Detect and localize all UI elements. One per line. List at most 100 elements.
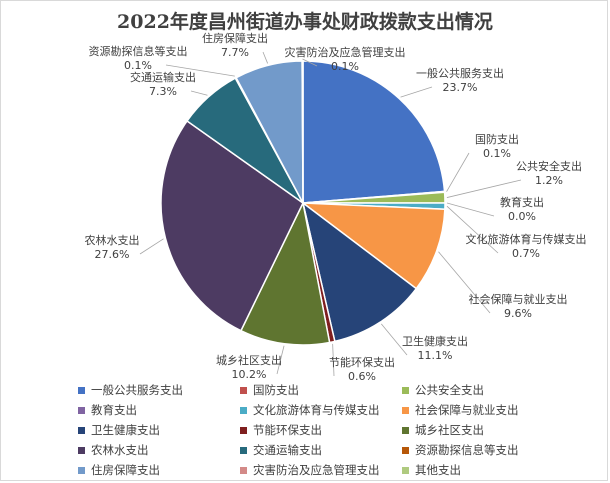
legend-label: 卫生健康支出 — [91, 423, 160, 437]
legend-swatch — [78, 466, 85, 474]
leader-line — [139, 238, 164, 255]
slice-value-label: 0.1% — [483, 147, 511, 160]
leader-line — [446, 202, 495, 217]
legend-swatch — [78, 406, 85, 414]
leader-line — [400, 86, 433, 98]
legend-swatch — [402, 446, 409, 454]
slice-value-label: 0.1% — [124, 59, 152, 72]
legend-label: 国防支出 — [253, 383, 299, 397]
leader-line — [276, 345, 285, 375]
legend-item: 城乡社区支出 — [402, 422, 564, 438]
legend-label: 节能环保支出 — [253, 423, 322, 437]
slice-value-label: 0.0% — [508, 210, 536, 223]
legend-item: 卫生健康支出 — [78, 422, 240, 438]
legend-swatch — [240, 466, 247, 474]
slice-value-label: 7.3% — [149, 85, 177, 98]
slice-label: 节能环保支出 — [329, 355, 395, 369]
slice-label: 教育支出 — [500, 195, 544, 209]
slice-label: 城乡社区支出 — [216, 353, 282, 367]
legend-swatch — [402, 406, 409, 414]
slice-value-label: 27.6% — [95, 248, 130, 261]
slice-label: 国防支出 — [475, 132, 519, 146]
legend-label: 社会保障与就业支出 — [415, 403, 519, 417]
pie-slice — [239, 200, 331, 346]
slice-label: 灾害防治及应急管理支出 — [285, 45, 406, 59]
legend-swatch — [402, 466, 409, 474]
slice-value-label: 9.6% — [504, 307, 532, 320]
legend-item: 公共安全支出 — [402, 382, 564, 398]
slice-label: 住房保障支出 — [202, 31, 268, 45]
slice-value-label: 10.2% — [232, 368, 267, 380]
leader-line — [446, 152, 470, 192]
legend-item: 交通运输支出 — [240, 442, 402, 458]
legend-label: 农林水支出 — [91, 443, 149, 457]
legend-swatch — [240, 386, 247, 394]
pie-slice — [301, 201, 418, 343]
slice-value-label: 7.7% — [221, 46, 249, 59]
slice-label: 一般公共服务支出 — [416, 66, 504, 80]
legend-item: 文化旅游体育与传媒支出 — [240, 402, 402, 418]
slice-value-label: 0.6% — [348, 370, 376, 380]
legend-item: 国防支出 — [240, 382, 402, 398]
legend-label: 交通运输支出 — [253, 443, 322, 457]
leader-line — [190, 90, 208, 96]
slice-value-label: 0.1% — [331, 60, 359, 73]
leader-line — [380, 323, 408, 356]
legend-label: 资源勘探信息等支出 — [415, 443, 519, 457]
legend-item: 农林水支出 — [78, 442, 240, 458]
legend-item: 社会保障与就业支出 — [402, 402, 564, 418]
slice-value-label: 23.7% — [443, 81, 478, 94]
legend-item: 灾害防治及应急管理支出 — [240, 462, 402, 478]
leader-line — [446, 205, 499, 254]
leader-line — [165, 64, 235, 77]
legend-swatch — [402, 386, 409, 394]
pie-slice — [300, 202, 446, 290]
legend-swatch — [78, 426, 85, 434]
slice-label: 文化旅游体育与传媒支出 — [466, 232, 587, 246]
slice-value-label: 0.7% — [512, 247, 540, 260]
legend-label: 灾害防治及应急管理支出 — [253, 463, 380, 477]
legend-row: 教育支出 文化旅游体育与传媒支出 社会保障与就业支出 — [78, 400, 598, 420]
legend-row: 农林水支出 交通运输支出 资源勘探信息等支出 — [78, 440, 598, 460]
leader-line — [446, 179, 522, 198]
legend-swatch — [240, 426, 247, 434]
pie-chart: 一般公共服务支出23.7%国防支出0.1%公共安全支出1.2%教育支出0.0%文… — [85, 31, 587, 380]
legend-label: 文化旅游体育与传媒支出 — [253, 403, 380, 417]
legend-row: 住房保障支出 灾害防治及应急管理支出 其他支出 — [78, 460, 598, 480]
slice-label: 公共安全支出 — [516, 159, 582, 173]
slice-label: 农林水支出 — [85, 233, 140, 247]
legend-item: 教育支出 — [78, 402, 240, 418]
legend-label: 城乡社区支出 — [415, 423, 484, 437]
legend-swatch — [78, 386, 85, 394]
leader-line — [332, 343, 335, 377]
legend-row: 卫生健康支出 节能环保支出 城乡社区支出 — [78, 420, 598, 440]
legend-label: 住房保障支出 — [91, 463, 160, 477]
leader-line — [438, 251, 491, 314]
legend: 一般公共服务支出 国防支出 公共安全支出教育支出 文化旅游体育与传媒支出 社会保障与就业… — [78, 380, 598, 480]
slice-value-label: 11.1% — [418, 349, 453, 362]
pie-slice — [302, 60, 446, 204]
legend-label: 其他支出 — [415, 463, 461, 477]
legend-item: 其他支出 — [402, 462, 564, 478]
legend-label: 一般公共服务支出 — [91, 383, 183, 397]
legend-row: 一般公共服务支出 国防支出 公共安全支出 — [78, 380, 598, 400]
pie-slice — [160, 119, 304, 332]
slice-label: 社会保障与就业支出 — [469, 292, 568, 306]
slice-label: 交通运输支出 — [130, 70, 196, 84]
leader-line — [262, 51, 268, 64]
slice-label: 卫生健康支出 — [402, 334, 468, 348]
legend-item: 资源勘探信息等支出 — [402, 442, 564, 458]
legend-item: 住房保障支出 — [78, 462, 240, 478]
slice-value-label: 1.2% — [535, 174, 563, 187]
legend-label: 公共安全支出 — [415, 383, 484, 397]
slice-label: 资源勘探信息等支出 — [89, 44, 188, 58]
legend-swatch — [402, 426, 409, 434]
chart-title: 2022年度昌州街道办事处财政拨款支出情况 — [117, 11, 493, 33]
legend-swatch — [240, 406, 247, 414]
leader-line — [302, 58, 318, 67]
pie-slice — [301, 60, 304, 204]
legend-swatch — [240, 446, 247, 454]
legend-item: 节能环保支出 — [240, 422, 402, 438]
legend-item: 一般公共服务支出 — [78, 382, 240, 398]
